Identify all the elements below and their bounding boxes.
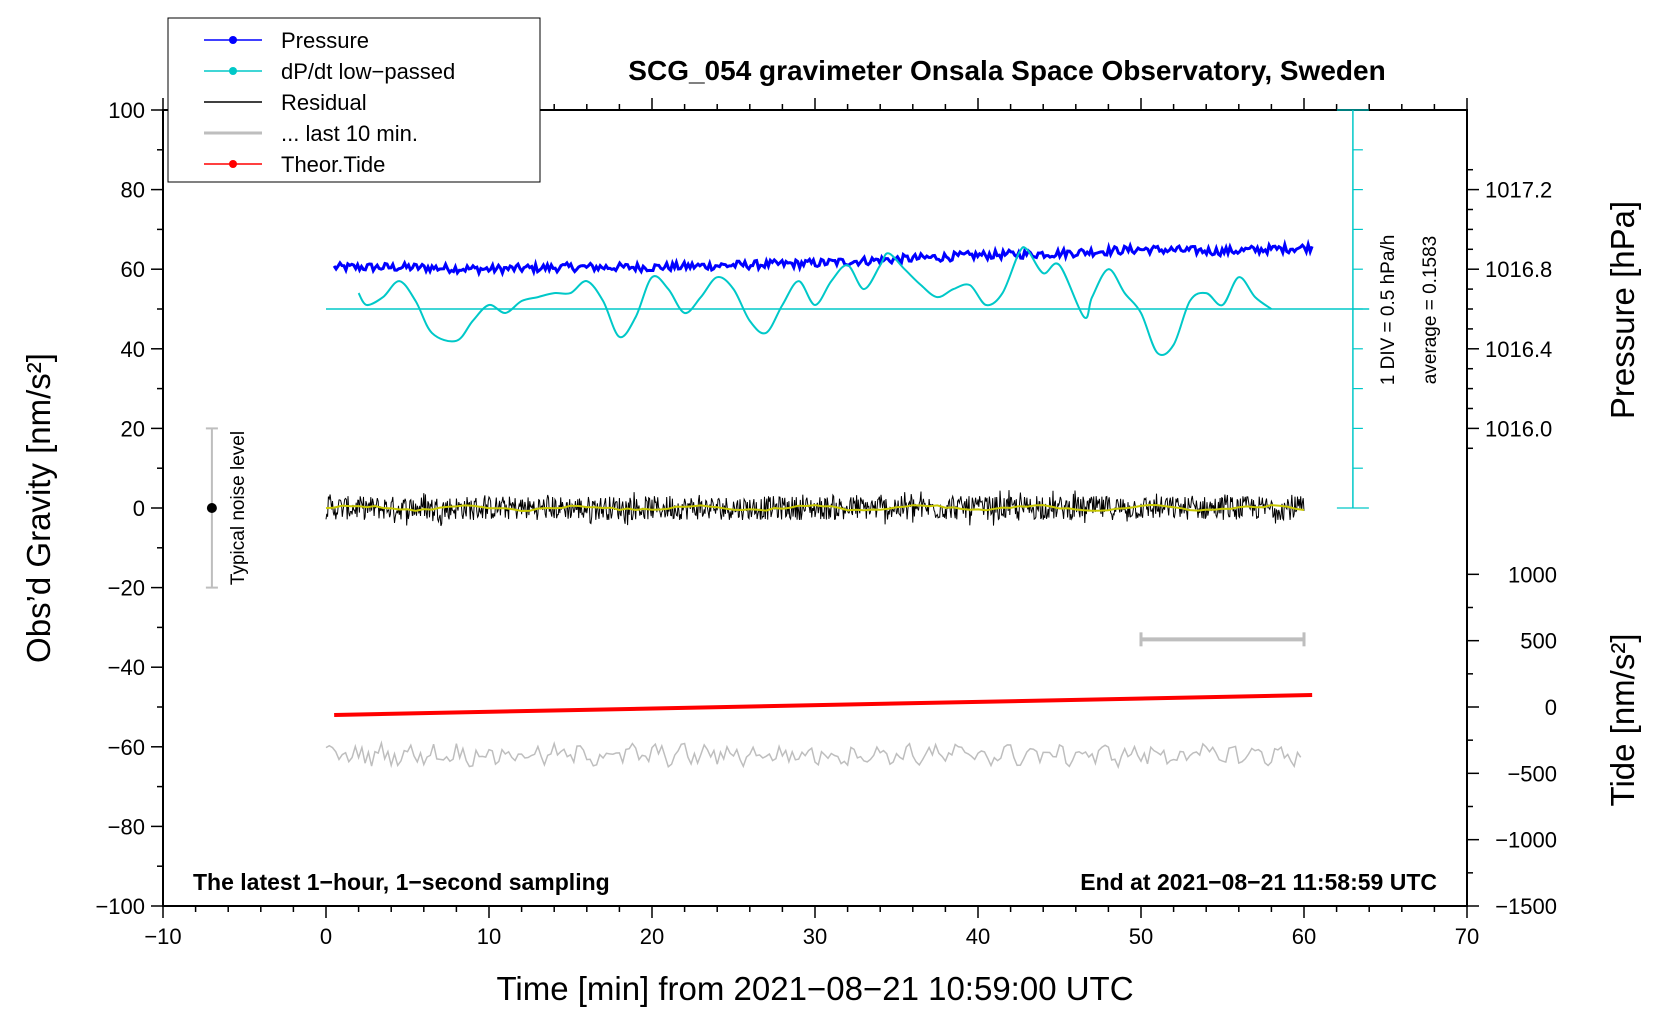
tide-line xyxy=(334,693,1313,717)
y-tick-label-left: 100 xyxy=(108,98,145,123)
x-tick-label: 10 xyxy=(477,924,501,949)
y-tick-label-left: 0 xyxy=(133,496,145,521)
tide-tick-label: −500 xyxy=(1507,761,1557,786)
y-axis-label-left: Obs’d Gravity [nm/s²] xyxy=(20,353,57,663)
noise-bar-center xyxy=(206,503,217,513)
pressure-tick-label: 1016.4 xyxy=(1485,337,1552,362)
sampling-note: The latest 1−hour, 1−second sampling xyxy=(193,869,610,895)
y-tick-label-left: 40 xyxy=(121,337,145,362)
chart-title: SCG_054 gravimeter Onsala Space Observat… xyxy=(628,55,1385,86)
tide-axis-label: Tide [nm/s²] xyxy=(1604,634,1641,807)
legend-marker xyxy=(229,160,237,168)
x-tick-label: 60 xyxy=(1292,924,1316,949)
x-tick-label: 70 xyxy=(1455,924,1479,949)
y-tick-label-left: −40 xyxy=(108,655,145,680)
tide-tick-label: 1000 xyxy=(1508,562,1557,587)
y-tick-label-left: 20 xyxy=(121,416,145,441)
y-tick-label-left: −80 xyxy=(108,814,145,839)
x-tick-label: 0 xyxy=(320,924,332,949)
legend-items xyxy=(204,36,262,168)
dpdt-average-label: average = 0.1583 xyxy=(1420,236,1441,384)
y-tick-label-left: 60 xyxy=(121,257,145,282)
x-axis-label: Time [min] from 2021−08−21 10:59:00 UTC xyxy=(496,970,1133,1007)
legend-label-last10: ... last 10 min. xyxy=(281,121,418,146)
legend: Pressure dP/dt low−passed Residual ... l… xyxy=(167,17,541,183)
legend-label-residual: Residual xyxy=(281,90,367,115)
legend-marker xyxy=(229,67,237,75)
end-time-note: End at 2021−08−21 11:58:59 UTC xyxy=(1080,869,1437,895)
legend-label-pressure: Pressure xyxy=(281,28,369,53)
legend-label-dpdt: dP/dt low−passed xyxy=(281,59,455,84)
x-tick-label: 20 xyxy=(640,924,664,949)
dpdt-scale-label: 1 DIV = 0.5 hPa/h xyxy=(1378,235,1399,386)
residual-line xyxy=(325,490,1305,527)
y-tick-label-left: −100 xyxy=(95,894,145,919)
y-tick-label-left: −20 xyxy=(108,576,145,601)
pressure-line xyxy=(332,238,1314,278)
x-tick-label: 50 xyxy=(1129,924,1153,949)
pressure-tick-label: 1017.2 xyxy=(1485,178,1552,203)
legend-box xyxy=(167,17,541,183)
pressure-axis-label: Pressure [hPa] xyxy=(1604,201,1641,419)
tide-tick-label: −1500 xyxy=(1495,894,1557,919)
data-series xyxy=(205,109,1370,770)
grey-trace-line xyxy=(325,740,1302,770)
tide-tick-label: 500 xyxy=(1520,629,1557,654)
tide-tick-label: 0 xyxy=(1545,695,1557,720)
residual-smoothed-line xyxy=(325,503,1305,513)
x-tick-label: 40 xyxy=(966,924,990,949)
legend-marker xyxy=(229,36,237,44)
y-tick-label-left: 80 xyxy=(121,178,145,203)
axis-ticks: −10 0 10 20 30 40 50 60 70100806040200−20−40−60−… xyxy=(95,98,1557,949)
dpdt-line xyxy=(357,246,1272,356)
plot-frame xyxy=(162,109,1468,907)
x-tick-label: 30 xyxy=(803,924,827,949)
x-tick-label: −10 xyxy=(144,924,181,949)
y-tick-label-left: −60 xyxy=(108,735,145,760)
noise-level-label: Typical noise level xyxy=(228,431,249,585)
pressure-tick-label: 1016.8 xyxy=(1485,257,1552,282)
legend-label-tide: Theor.Tide xyxy=(281,152,385,177)
pressure-tick-label: 1016.0 xyxy=(1485,416,1552,441)
tide-tick-label: −1000 xyxy=(1495,828,1557,853)
